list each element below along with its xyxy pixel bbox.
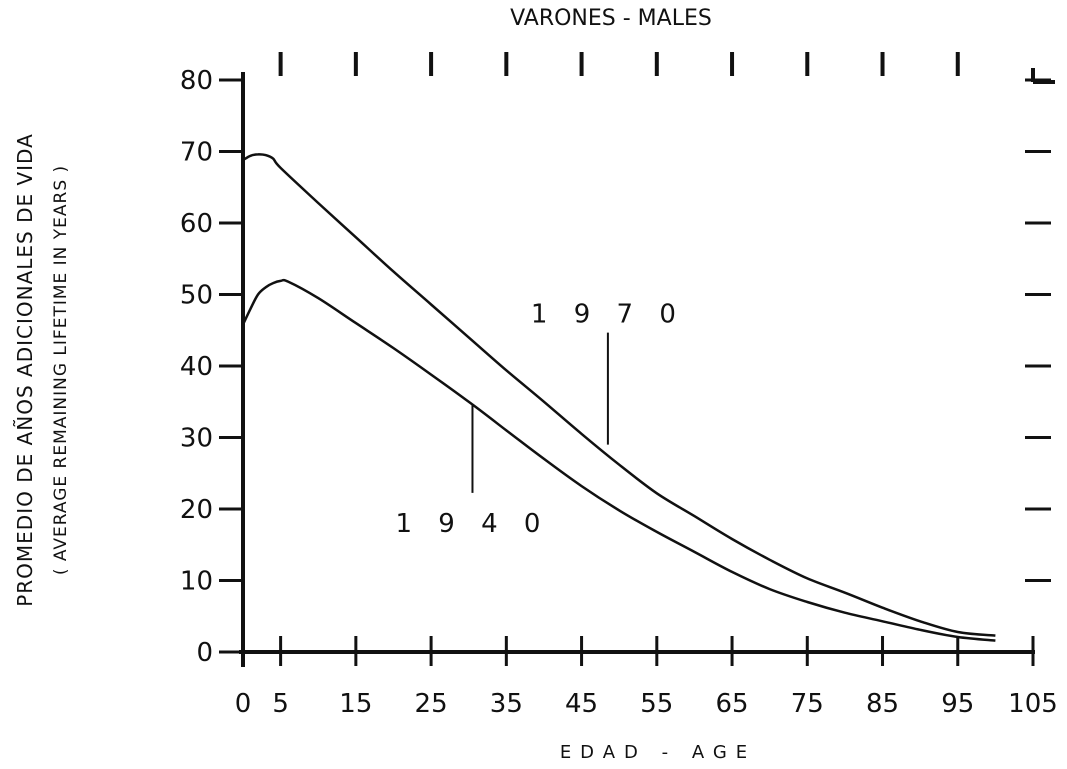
axes (239, 68, 1055, 667)
y-tick-label: 0 (196, 638, 213, 668)
y-axis-label: PROMEDIO DE AÑOS ADICIONALES DE VIDA (13, 133, 37, 607)
x-tick-label: 15 (339, 689, 372, 719)
x-tick-label: 105 (1008, 689, 1058, 719)
y-tick-label: 10 (180, 567, 213, 597)
annotations: 1 9 7 0 1 9 4 0 (395, 300, 685, 539)
y-axis-sub-label: ( AVERAGE REMAINING LIFETIME IN YEARS ) (51, 165, 71, 575)
y-tick-label: 30 (180, 424, 213, 454)
x-tick-label: 0 (235, 689, 252, 719)
x-tick-label: 65 (716, 689, 749, 719)
x-tick-label: 75 (791, 689, 824, 719)
y-tick-label: 20 (180, 495, 213, 525)
x-tick-label: 45 (565, 689, 598, 719)
annotation-label-1940: 1 9 4 0 (395, 509, 549, 539)
y-tick-label: 70 (180, 138, 213, 168)
series-line-1940 (241, 278, 996, 642)
x-tick-label: 5 (272, 689, 289, 719)
x-tick-label: 35 (490, 689, 523, 719)
y-tick-label: 60 (180, 209, 213, 239)
series (241, 153, 996, 642)
y-tick-label: 50 (180, 281, 213, 311)
annotation-label-1970: 1 9 7 0 (531, 300, 685, 330)
ticks (219, 52, 1051, 666)
x-axis-label: EDAD - AGE (560, 742, 756, 763)
x-tick-label: 25 (415, 689, 448, 719)
x-tick-label: 55 (640, 689, 673, 719)
y-tick-label: 80 (180, 66, 213, 96)
series-line-1970 (242, 153, 996, 637)
x-tick-label: 95 (941, 689, 974, 719)
y-tick-label: 40 (180, 352, 213, 382)
x-tick-label: 85 (866, 689, 899, 719)
chart-title: VARONES - MALES (510, 6, 712, 31)
